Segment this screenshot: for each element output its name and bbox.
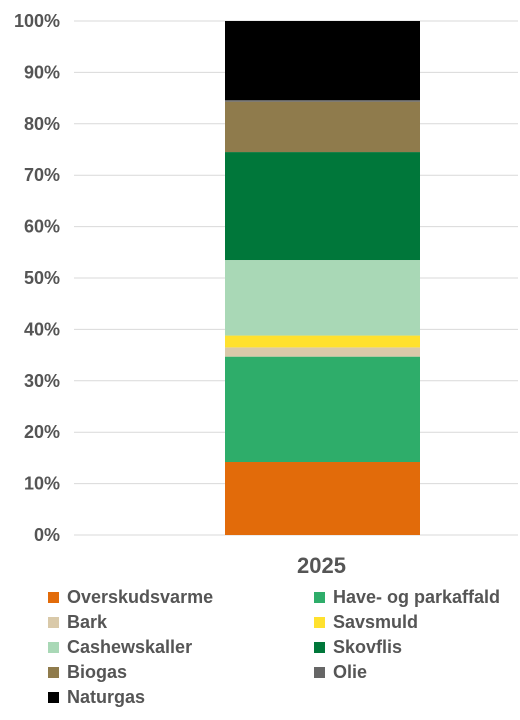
y-tick-label: 100% <box>14 11 60 31</box>
legend-swatch <box>48 641 59 653</box>
y-tick-label: 60% <box>24 217 60 237</box>
legend-item: Biogas <box>48 661 314 683</box>
legend-label: Savsmuld <box>333 611 419 632</box>
legend-label: Bark <box>67 611 108 632</box>
legend-item: Have- og parkaffald <box>314 586 518 608</box>
legend-swatch <box>314 616 325 628</box>
legend-label: Biogas <box>67 661 128 682</box>
bar-segment-overskudsvarme <box>225 462 420 535</box>
legend-swatch <box>48 591 59 603</box>
legend-item: Savsmuld <box>314 611 518 633</box>
bar-segment-bark <box>225 347 420 357</box>
legend-swatch <box>48 616 59 628</box>
legend-item: Cashewskaller <box>48 636 314 658</box>
legend-item: Overskudsvarme <box>48 586 314 608</box>
y-tick-label: 70% <box>24 165 60 185</box>
bar-stack <box>225 21 420 535</box>
y-tick-label: 80% <box>24 114 60 134</box>
bar-segment-biogas <box>225 101 420 153</box>
y-tick-label: 90% <box>24 62 60 82</box>
x-axis-ticks: 2025 <box>297 553 346 578</box>
bar-segment-olie <box>225 100 420 102</box>
y-tick-label: 10% <box>24 474 60 494</box>
x-tick-label: 2025 <box>297 553 346 578</box>
legend-item: Skovflis <box>314 636 518 658</box>
stacked-bar-chart: 0% 10% 20% 30% 40% 50% 60% 70% 80% 90% 100% 2025 <box>14 11 518 578</box>
legend-label: Cashewskaller <box>67 636 193 657</box>
legend-swatch <box>314 591 325 603</box>
y-tick-label: 0% <box>34 525 60 545</box>
y-axis-ticks: 0% 10% 20% 30% 40% 50% 60% 70% 80% 90% 100% <box>14 11 60 545</box>
legend-item: Naturgas <box>48 686 314 708</box>
bar-segment-cashewskaller <box>225 260 420 336</box>
legend-item: Bark <box>48 611 314 633</box>
y-tick-label: 40% <box>24 319 60 339</box>
y-tick-label: 30% <box>24 371 60 391</box>
legend-label: Naturgas <box>67 686 146 707</box>
bar-segment-skovflis <box>225 152 420 261</box>
legend-swatch <box>314 666 325 678</box>
legend-swatch <box>314 641 325 653</box>
legend-swatch <box>48 691 59 703</box>
bar-segment-savsmuld <box>225 335 420 348</box>
y-tick-label: 50% <box>24 268 60 288</box>
legend: Overskudsvarme Have- og parkaffald Bark Sav… <box>48 586 518 708</box>
y-tick-label: 20% <box>24 422 60 442</box>
legend-label: Skovflis <box>333 636 403 657</box>
bar-segment-have-og-parkaffald <box>225 356 420 463</box>
legend-item: Olie <box>314 661 518 683</box>
legend-label: Olie <box>333 661 368 682</box>
legend-swatch <box>48 666 59 678</box>
legend-label: Have- og parkaffald <box>333 586 501 607</box>
bar-segment-naturgas <box>225 21 420 101</box>
legend-label: Overskudsvarme <box>67 586 214 607</box>
